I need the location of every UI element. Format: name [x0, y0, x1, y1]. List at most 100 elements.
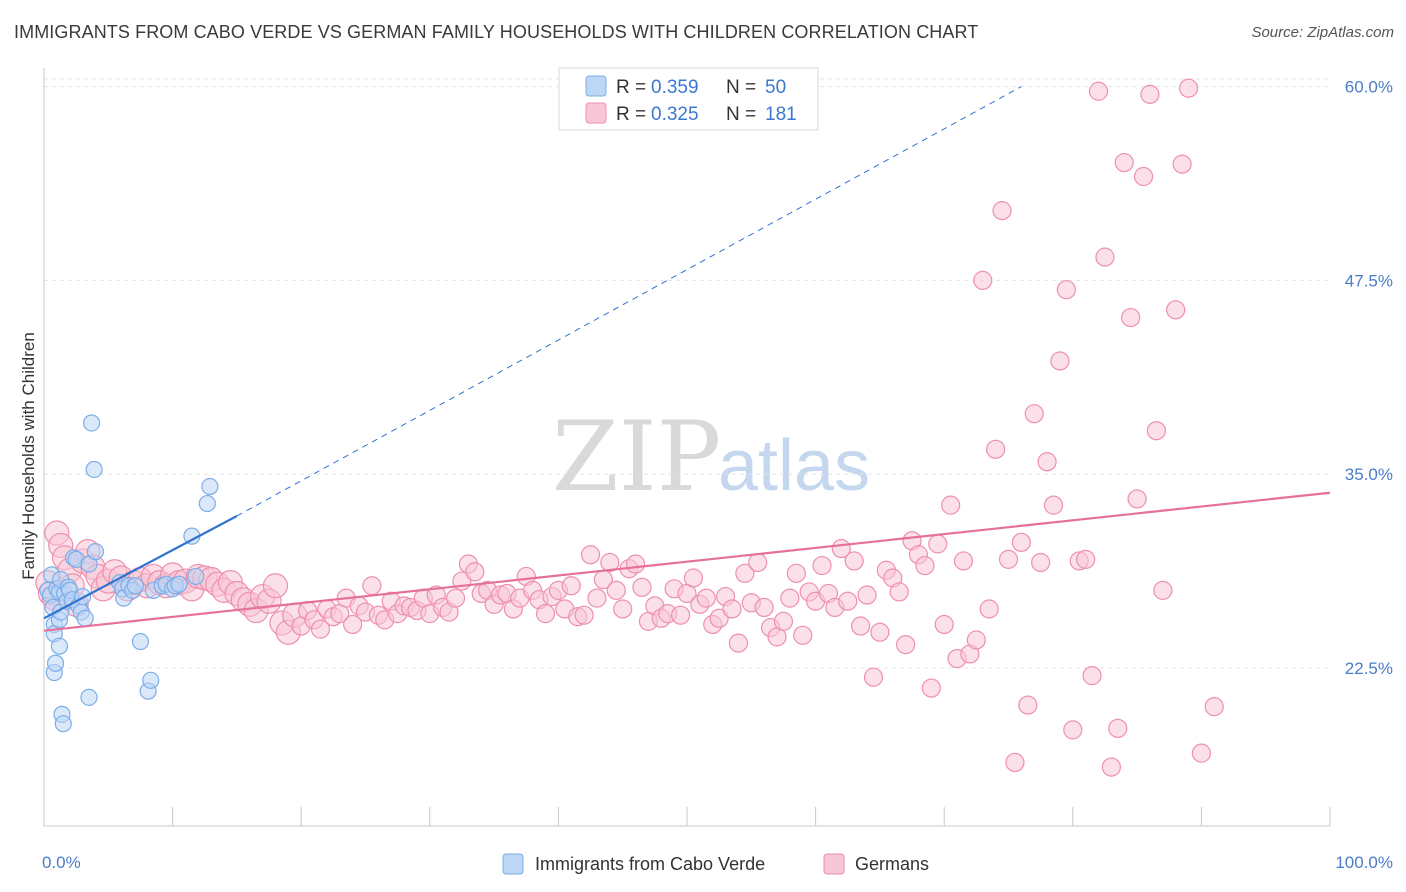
- point-germans-154: [998, 549, 1019, 569]
- point-germans-156: [1011, 532, 1031, 552]
- point-germans-111: [722, 599, 742, 619]
- legend-swatch-blue: [585, 75, 607, 97]
- point-germans-145: [941, 495, 961, 515]
- point-germans-175: [1133, 166, 1154, 187]
- trend-line-germans: [43, 491, 1331, 632]
- source-label: Source: ZipAtlas.com: [1251, 24, 1394, 41]
- point-germans-183: [1204, 697, 1224, 717]
- point-germans-155: [1005, 752, 1025, 773]
- watermark-zip: ZIP: [552, 401, 721, 513]
- point-germans-96: [625, 554, 646, 574]
- point-germans-138: [896, 635, 916, 655]
- point-germans-109: [709, 608, 729, 628]
- point-cabo-verde-49: [198, 494, 216, 513]
- point-germans-121: [786, 563, 806, 583]
- point-germans-171: [1108, 718, 1128, 738]
- point-germans-93: [606, 580, 626, 600]
- point-germans-163: [1056, 280, 1076, 300]
- bottom-legend-label-germans: Germans: [855, 854, 929, 874]
- point-cabo-verde-37: [126, 577, 144, 595]
- point-cabo-verde-48: [187, 567, 205, 586]
- legend-r-label-1: R =: [616, 77, 646, 98]
- point-cabo-verde-38: [131, 632, 150, 651]
- point-germans-55: [362, 576, 382, 596]
- point-germans-158: [1024, 404, 1044, 424]
- y-tick-label-1: 35.0%: [1345, 465, 1393, 484]
- point-cabo-verde-26: [76, 609, 94, 627]
- point-germans-172: [1114, 152, 1134, 173]
- point-germans-132: [857, 585, 877, 605]
- trend-lines: [43, 86, 1331, 632]
- y-tick-label-2: 47.5%: [1345, 271, 1393, 290]
- point-germans-144: [934, 614, 954, 635]
- legend-r-label-2: R =: [616, 104, 646, 125]
- point-germans-40: [262, 573, 289, 599]
- chart-title: IMMIGRANTS FROM CABO VERDE VS GERMAN FAM…: [14, 22, 979, 42]
- x-tick-label-0: 0.0%: [42, 853, 81, 872]
- point-germans-130: [844, 551, 864, 571]
- y-tick-label-3: 60.0%: [1345, 78, 1393, 97]
- legend-n-label-2: N =: [726, 104, 756, 125]
- point-germans-134: [870, 622, 890, 642]
- point-germans-182: [1191, 743, 1212, 763]
- point-germans-88: [574, 605, 594, 625]
- point-germans-176: [1140, 84, 1160, 104]
- point-germans-170: [1101, 757, 1121, 777]
- point-germans-162: [1050, 351, 1070, 371]
- bottom-legend-swatch-blue: [502, 853, 524, 875]
- point-germans-173: [1121, 307, 1141, 328]
- axes: [43, 68, 1331, 827]
- legend-n-value-2: 181: [765, 104, 797, 125]
- point-germans-150: [973, 270, 993, 290]
- bottom-legend-label-cabo-verde: Immigrants from Cabo Verde: [535, 854, 765, 874]
- point-germans-68: [445, 588, 466, 608]
- legend-n-value-1: 50: [765, 77, 786, 98]
- point-germans-168: [1088, 81, 1109, 101]
- point-germans-103: [670, 605, 691, 625]
- point-germans-86: [561, 576, 581, 596]
- point-germans-115: [748, 552, 768, 573]
- bottom-legend: Immigrants from Cabo Verde Germans: [502, 853, 929, 875]
- y-tick-label-0: 22.5%: [1345, 659, 1393, 678]
- point-germans-120: [780, 588, 800, 608]
- point-germans-97: [632, 577, 652, 597]
- legend-swatch-pink: [585, 102, 607, 124]
- point-germans-169: [1095, 247, 1115, 267]
- point-germans-142: [921, 678, 941, 698]
- point-germans-174: [1127, 489, 1147, 509]
- point-germans-47: [310, 619, 331, 639]
- trend-line-cabo-verde: [43, 515, 238, 620]
- point-cabo-verde-30: [85, 460, 103, 479]
- point-germans-149: [966, 630, 986, 650]
- point-germans-92: [600, 552, 620, 573]
- point-germans-129: [838, 591, 858, 611]
- point-germans-180: [1172, 154, 1192, 174]
- watermark-atlas: atlas: [718, 426, 870, 506]
- point-germans-94: [613, 599, 633, 619]
- point-cabo-verde-50: [201, 477, 219, 496]
- point-germans-107: [696, 588, 716, 608]
- x-tick-labels: 0.0% 100.0%: [42, 853, 1393, 872]
- point-germans-143: [928, 534, 948, 554]
- legend-n-label-1: N =: [726, 77, 756, 98]
- point-germans-116: [754, 597, 774, 618]
- point-cabo-verde-7: [46, 654, 65, 672]
- point-cabo-verde-40: [142, 671, 160, 689]
- point-germans-119: [773, 611, 794, 631]
- point-germans-52: [343, 614, 363, 635]
- points-germans: [35, 78, 1224, 777]
- point-germans-164: [1063, 720, 1083, 740]
- y-tick-labels: 22.5% 35.0% 47.5% 60.0%: [1345, 78, 1393, 678]
- legend-box: R = 0.359 N = 50 R = 0.325 N = 181: [558, 67, 819, 131]
- point-germans-133: [863, 667, 884, 687]
- point-cabo-verde-31: [86, 543, 105, 561]
- point-germans-131: [851, 616, 871, 636]
- point-germans-167: [1082, 666, 1102, 686]
- y-axis-label: Family Households with Children: [19, 332, 38, 580]
- point-germans-113: [735, 563, 755, 583]
- point-cabo-verde-27: [80, 688, 98, 706]
- legend-r-value-1: 0.359: [651, 77, 699, 98]
- point-germans-82: [535, 604, 556, 624]
- point-germans-141: [915, 555, 935, 576]
